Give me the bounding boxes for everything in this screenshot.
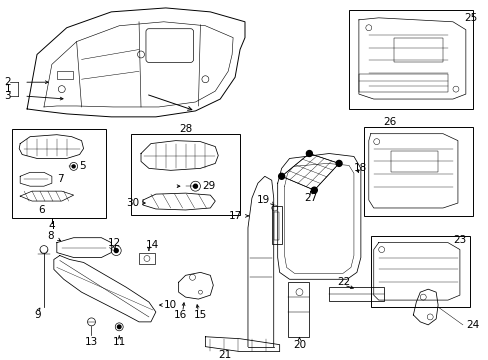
Text: 6: 6 [39, 205, 45, 215]
Text: 16: 16 [174, 310, 187, 320]
Bar [271, 206, 281, 244]
Bar [273, 212, 278, 240]
Circle shape [114, 249, 118, 253]
Bar [57, 71, 73, 79]
Text: 17: 17 [228, 211, 242, 221]
Circle shape [306, 150, 312, 157]
Bar [328, 287, 383, 301]
Text: 5: 5 [80, 161, 86, 171]
Text: 2: 2 [4, 77, 11, 87]
Text: 25: 25 [463, 13, 476, 23]
Bar [139, 253, 155, 265]
Bar [131, 134, 240, 215]
Circle shape [278, 173, 284, 179]
Text: 20: 20 [292, 339, 305, 350]
Text: 22: 22 [337, 277, 350, 287]
Bar [12, 129, 106, 218]
Circle shape [311, 187, 317, 193]
Text: 15: 15 [193, 310, 206, 320]
Text: 8: 8 [47, 231, 54, 241]
Circle shape [117, 325, 121, 329]
Bar [370, 236, 469, 307]
Text: 21: 21 [218, 350, 231, 360]
Text: 29: 29 [202, 181, 215, 191]
Text: 13: 13 [85, 337, 98, 347]
Text: 11: 11 [112, 337, 125, 347]
Text: 27: 27 [304, 193, 317, 203]
Text: 24: 24 [465, 320, 478, 330]
Text: 3: 3 [4, 91, 11, 101]
Text: 23: 23 [452, 235, 465, 245]
Text: 7: 7 [57, 174, 63, 184]
Text: 18: 18 [353, 163, 366, 174]
Circle shape [193, 184, 197, 188]
Bar [390, 150, 437, 172]
Text: 28: 28 [179, 124, 192, 134]
Text: 14: 14 [146, 240, 159, 249]
Circle shape [335, 161, 341, 166]
Text: 30: 30 [125, 198, 139, 208]
Text: 26: 26 [383, 117, 396, 127]
Bar [363, 127, 472, 216]
Circle shape [72, 165, 75, 168]
Text: 19: 19 [256, 195, 269, 205]
Bar [393, 38, 442, 62]
Bar [358, 74, 447, 92]
Text: 9: 9 [35, 310, 41, 320]
Text: 1: 1 [4, 84, 11, 94]
Bar [348, 10, 472, 109]
Text: 10: 10 [163, 300, 177, 310]
Text: 12: 12 [107, 238, 121, 248]
Text: 4: 4 [48, 221, 55, 231]
Bar [287, 282, 309, 337]
